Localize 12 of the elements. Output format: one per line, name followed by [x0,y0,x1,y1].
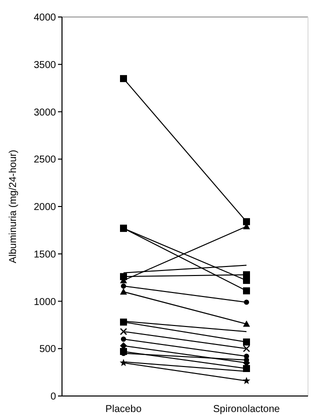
y-tick-label: 1500 [34,249,56,260]
y-tick-label: 0 [50,392,56,402]
y-tick-label: 4000 [34,12,56,24]
x-tick-label: Placebo [105,404,142,415]
y-tick-label: 2000 [34,202,56,213]
y-tick-label: 3500 [34,60,56,71]
y-tick-label: 500 [39,344,56,356]
y-tick-label: 2500 [34,154,56,166]
x-tick-label: Spironolactone [213,404,280,415]
y-axis-title: Albuminuria (mg/24-hour) [8,150,19,264]
y-tick-label: 1000 [34,296,56,308]
y-tick-label: 3000 [34,107,56,118]
